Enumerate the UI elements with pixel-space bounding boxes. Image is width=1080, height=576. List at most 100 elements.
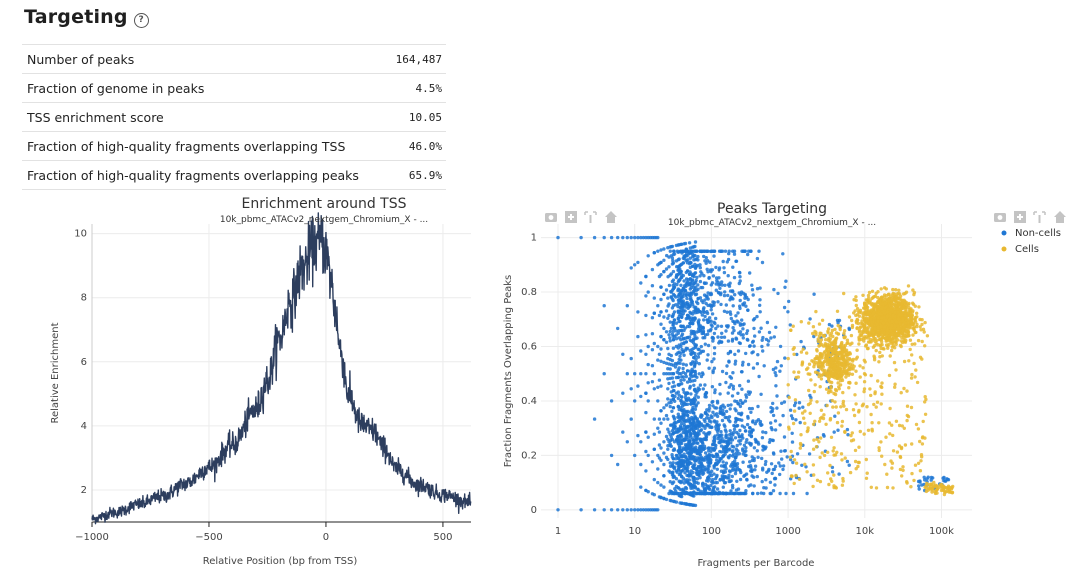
scatter-point bbox=[916, 427, 921, 431]
scatter-point bbox=[830, 328, 835, 333]
x-axis-title: Fragments per Barcode bbox=[698, 558, 815, 569]
scatter-point bbox=[685, 473, 689, 478]
scatter-point bbox=[702, 249, 706, 253]
scatter-point bbox=[850, 431, 854, 435]
scatter-point bbox=[872, 332, 877, 336]
scatter-point bbox=[696, 395, 700, 399]
scatter-point bbox=[881, 335, 885, 340]
scatter-point bbox=[910, 372, 914, 377]
scatter-point bbox=[877, 360, 881, 364]
scatter-point bbox=[681, 387, 685, 392]
scatter-point bbox=[730, 331, 735, 335]
scatter-point bbox=[920, 483, 924, 487]
home-icon[interactable] bbox=[1054, 211, 1066, 223]
scatter-point bbox=[685, 258, 690, 262]
scatter-point bbox=[621, 430, 625, 434]
scatter-point bbox=[662, 258, 666, 262]
scatter-point bbox=[818, 455, 822, 460]
scatter-point bbox=[817, 372, 821, 376]
camera-icon[interactable] bbox=[994, 213, 1006, 222]
scatter-point bbox=[917, 484, 921, 488]
scatter-point bbox=[904, 338, 908, 343]
scatter-point bbox=[696, 254, 700, 259]
scatter-point bbox=[707, 409, 711, 413]
scatter-point bbox=[728, 310, 732, 314]
camera-icon[interactable] bbox=[545, 213, 557, 222]
autoscale-icon[interactable] bbox=[584, 211, 597, 223]
scatter-point bbox=[666, 397, 670, 401]
scatter-point bbox=[659, 384, 663, 388]
scatter-point bbox=[809, 378, 813, 382]
scatter-point bbox=[662, 269, 666, 274]
scatter-point bbox=[621, 391, 625, 395]
scatter-point bbox=[685, 398, 689, 403]
scatter-point bbox=[757, 330, 762, 334]
scatter-point bbox=[735, 319, 739, 323]
scatter-point bbox=[744, 489, 748, 493]
scatter-point bbox=[679, 283, 683, 287]
scatter-point bbox=[789, 328, 793, 332]
scatter-point bbox=[826, 450, 830, 454]
help-icon[interactable]: ? bbox=[133, 13, 149, 28]
scatter-point bbox=[711, 477, 715, 482]
scatter-point bbox=[676, 404, 681, 408]
scatter-point bbox=[689, 298, 694, 302]
autoscale-icon[interactable] bbox=[1033, 211, 1046, 223]
scatter-point bbox=[897, 288, 901, 292]
scatter-point bbox=[842, 366, 846, 370]
scatter-point bbox=[884, 343, 889, 347]
scatter-point bbox=[629, 356, 633, 361]
scatter-point bbox=[707, 477, 711, 481]
scatter-point bbox=[758, 286, 762, 290]
scatter-point bbox=[751, 428, 755, 432]
scatter-point bbox=[670, 453, 674, 457]
scatter-point bbox=[719, 469, 724, 473]
scatter-point bbox=[671, 278, 676, 282]
scatter-point bbox=[656, 453, 660, 458]
scatter-point bbox=[918, 325, 922, 329]
scatter-point bbox=[806, 366, 810, 370]
scatter-point bbox=[857, 420, 862, 425]
scatter-point bbox=[650, 284, 655, 288]
scatter-point bbox=[659, 273, 663, 277]
x-tick-label: 1 bbox=[555, 526, 561, 537]
scatter-point bbox=[847, 327, 852, 332]
scatter-point bbox=[885, 331, 890, 335]
scatter-point bbox=[672, 388, 676, 393]
scatter-point bbox=[915, 311, 919, 315]
scatter-point bbox=[756, 353, 760, 357]
zoom-in-icon[interactable] bbox=[1014, 211, 1026, 223]
scatter-point bbox=[792, 370, 796, 374]
scatter-point bbox=[609, 399, 614, 403]
scatter-point bbox=[688, 420, 692, 424]
scatter-point bbox=[646, 362, 650, 367]
scatter-point bbox=[726, 442, 730, 446]
scatter-point bbox=[692, 281, 697, 285]
scatter-point bbox=[682, 378, 686, 382]
scatter-point bbox=[839, 357, 843, 361]
scatter-point bbox=[644, 391, 648, 395]
scatter-point bbox=[691, 475, 695, 480]
scatter-point bbox=[729, 489, 733, 493]
scatter-point bbox=[689, 392, 693, 396]
scatter-point bbox=[719, 335, 724, 339]
scatter-point bbox=[920, 455, 924, 459]
scatter-point bbox=[691, 341, 696, 345]
home-icon[interactable] bbox=[605, 211, 617, 223]
scatter-point bbox=[901, 318, 905, 323]
scatter-point bbox=[791, 324, 795, 328]
scatter-point bbox=[729, 383, 733, 387]
scatter-point bbox=[851, 359, 855, 363]
scatter-point bbox=[691, 302, 695, 307]
scatter-point bbox=[752, 484, 756, 488]
scatter-point bbox=[833, 400, 837, 404]
scatter-point bbox=[811, 325, 816, 329]
zoom-in-icon[interactable] bbox=[565, 211, 577, 223]
scatter-point bbox=[711, 410, 715, 414]
scatter-point bbox=[807, 452, 812, 456]
scatter-point bbox=[744, 440, 748, 444]
scatter-point bbox=[815, 348, 819, 352]
scatter-point bbox=[694, 459, 698, 463]
